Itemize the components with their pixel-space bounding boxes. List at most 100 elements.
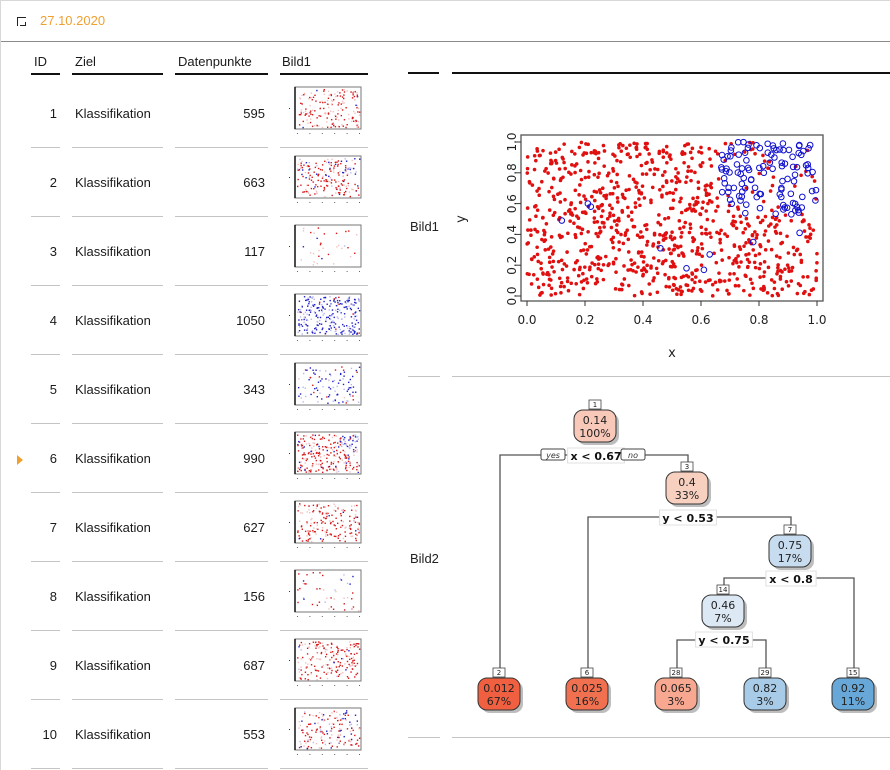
thumbnail-point <box>354 434 357 436</box>
thumbnail-scatter-plot[interactable] <box>287 569 365 625</box>
thumbnail-point <box>349 331 351 334</box>
scatter-point-class-0 <box>593 281 598 286</box>
scatter-point-class-0 <box>614 180 619 185</box>
thumbnail-tick <box>334 616 336 617</box>
thumbnail-point <box>323 171 326 173</box>
thumbnail-scatter-plot[interactable] <box>287 362 365 418</box>
thumbnail-scatter-plot[interactable] <box>287 224 365 280</box>
thumbnail-point <box>343 744 346 746</box>
thumbnail-point <box>323 312 325 315</box>
thumbnail-point <box>319 726 322 728</box>
scatter-point-class-0 <box>610 240 615 245</box>
thumbnail-point <box>340 107 342 110</box>
scatter-point-class-1 <box>744 144 752 152</box>
table-row[interactable]: 6 Klassifikation 990 <box>1 425 381 494</box>
column-header-datenpunkte[interactable]: Datenpunkte <box>178 54 252 69</box>
thumbnail-point <box>334 115 337 118</box>
thumbnail-point <box>328 723 331 725</box>
scatter-point-class-0 <box>547 189 551 194</box>
thumbnail-point <box>348 330 350 332</box>
scatter-point-class-0 <box>773 217 778 222</box>
thumbnail-point <box>323 112 326 114</box>
column-header-id[interactable]: ID <box>34 54 47 69</box>
thumbnail-scatter-plot[interactable] <box>287 638 365 694</box>
table-row[interactable]: 10 Klassifikation 553 <box>1 701 381 770</box>
thumbnail-point <box>334 330 336 333</box>
thumbnail-point <box>343 94 345 96</box>
column-header-bild1[interactable]: Bild1 <box>282 54 311 69</box>
node-id: 29 <box>761 669 770 677</box>
thumbnail-scatter-plot[interactable] <box>287 707 365 763</box>
scatter-point-class-1 <box>783 204 791 212</box>
thumbnail-point <box>333 434 336 437</box>
column-header-ziel[interactable]: Ziel <box>75 54 96 69</box>
thumbnail-point <box>328 94 330 96</box>
table-row[interactable]: 7 Klassifikation 627 <box>1 494 381 563</box>
cell-id: 9 <box>49 658 57 673</box>
thumbnail-point <box>300 323 302 326</box>
thumbnail-point <box>305 443 308 445</box>
thumbnail-scatter-plot[interactable] <box>287 293 365 349</box>
row-divider <box>31 768 60 769</box>
thumbnail-point <box>337 317 339 320</box>
thumbnail-scatter-plot[interactable] <box>287 500 365 556</box>
cell-datenpunkte: 687 <box>243 658 265 673</box>
detail-header-underline <box>408 72 439 74</box>
thumbnail-point <box>298 323 300 325</box>
thumbnail-point <box>329 659 331 661</box>
thumbnail-point <box>300 641 303 644</box>
scatter-point-class-0 <box>756 215 760 220</box>
scatter-point-class-0 <box>794 248 799 253</box>
table-row[interactable]: 4 Klassifikation 1050 <box>1 287 381 356</box>
thumbnail-point <box>316 444 318 446</box>
thumbnail-point <box>303 446 305 448</box>
table-row[interactable]: 2 Klassifikation 663 <box>1 149 381 218</box>
thumbnail-point <box>321 713 323 715</box>
thumbnail-scatter-plot[interactable] <box>287 155 365 211</box>
thumbnail-point <box>332 169 335 171</box>
table-row[interactable]: 9 Klassifikation 687 <box>1 632 381 701</box>
node-id-box <box>716 584 730 595</box>
thumbnail-point <box>356 662 359 665</box>
scatter-point-class-0 <box>548 161 553 166</box>
scatter-point-class-0 <box>770 293 775 298</box>
scatter-point-class-1 <box>744 164 752 172</box>
series-class-1 <box>558 138 820 274</box>
thumbnail-point <box>318 716 320 719</box>
thumbnail-point <box>339 440 342 443</box>
thumbnail-point <box>353 659 356 661</box>
scatter-point-class-0 <box>670 179 674 183</box>
table-row[interactable]: 5 Klassifikation 343 <box>1 356 381 425</box>
table-row[interactable]: 3 Klassifikation 117 <box>1 218 381 287</box>
scatter-point-class-0 <box>769 278 774 282</box>
thumbnail-point <box>317 401 319 403</box>
scatter-point-class-0 <box>780 287 785 292</box>
row-divider <box>72 699 163 700</box>
scatter-point-class-0 <box>748 277 753 282</box>
thumbnail-point <box>355 533 357 535</box>
thumbnail-scatter-plot[interactable] <box>287 86 365 142</box>
thumbnail-point <box>356 105 359 107</box>
thumbnail-point <box>313 372 315 374</box>
scatter-point-class-0 <box>810 174 814 179</box>
restore-window-icon[interactable] <box>17 17 26 26</box>
thumbnail-scatter-plot[interactable] <box>287 431 365 487</box>
thumbnail-point <box>355 171 357 173</box>
thumbnail-point <box>338 723 341 726</box>
thumbnail-point <box>350 607 353 610</box>
scatter-point-class-0 <box>736 284 741 288</box>
scatter-point-class-0 <box>579 140 584 145</box>
thumbnail-point <box>299 316 302 318</box>
scatter-point-class-0 <box>696 245 700 250</box>
node-value: 0.14 <box>583 414 608 427</box>
thumbnail-point <box>318 255 320 257</box>
thumbnail-point <box>358 532 360 534</box>
thumbnail-point <box>349 583 351 585</box>
table-row[interactable]: 1 Klassifikation 595 <box>1 80 381 149</box>
scatter-point-class-0 <box>650 158 654 162</box>
thumbnail-point <box>352 606 355 608</box>
scatter-point-class-0 <box>708 231 712 235</box>
thumbnail-point <box>349 378 352 381</box>
table-row[interactable]: 8 Klassifikation 156 <box>1 563 381 632</box>
thumbnail-point <box>306 458 309 460</box>
